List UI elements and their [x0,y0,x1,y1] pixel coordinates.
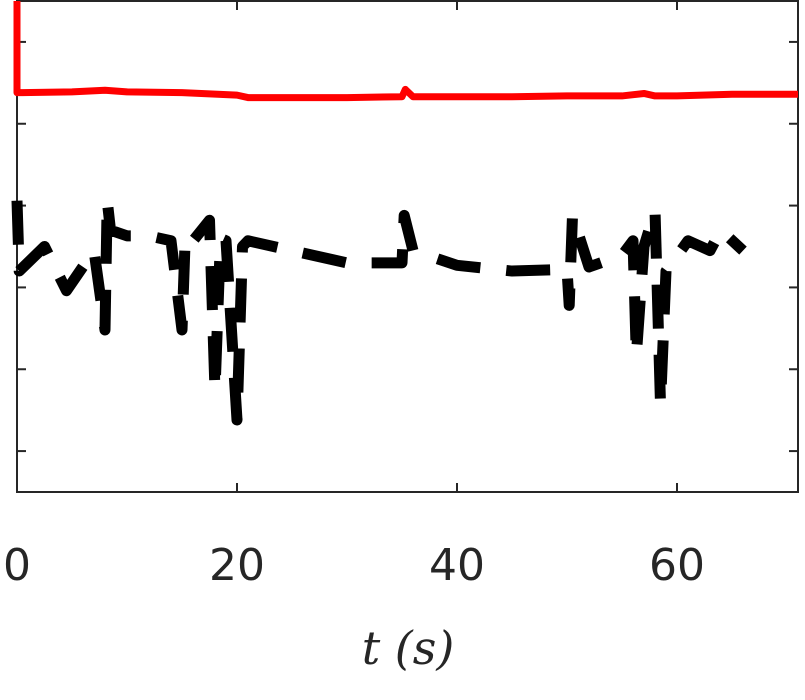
x-tick-label: 60 [649,540,705,591]
plot-frame [16,0,799,493]
series-line [11,195,747,426]
x-tick-label: 20 [209,540,265,591]
x-axis-label: t (s) [362,621,455,675]
x-tick-label: 40 [429,540,485,591]
x-tick-label: 0 [3,540,31,591]
series-line [13,1,798,102]
